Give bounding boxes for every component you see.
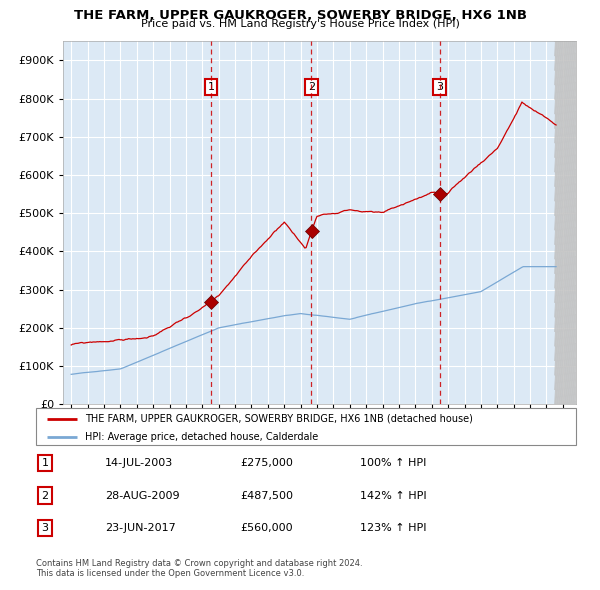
Text: 3: 3 [41,523,49,533]
Text: THE FARM, UPPER GAUKROGER, SOWERBY BRIDGE, HX6 1NB: THE FARM, UPPER GAUKROGER, SOWERBY BRIDG… [74,9,527,22]
Text: 1: 1 [208,82,215,92]
Text: 2: 2 [308,82,315,92]
Text: 14-JUL-2003: 14-JUL-2003 [105,458,173,468]
Text: £560,000: £560,000 [240,523,293,533]
Text: THE FARM, UPPER GAUKROGER, SOWERBY BRIDGE, HX6 1NB (detached house): THE FARM, UPPER GAUKROGER, SOWERBY BRIDG… [85,414,472,424]
Text: 1: 1 [41,458,49,468]
Text: £275,000: £275,000 [240,458,293,468]
Text: 142% ↑ HPI: 142% ↑ HPI [360,491,427,500]
Text: 28-AUG-2009: 28-AUG-2009 [105,491,179,500]
Text: 23-JUN-2017: 23-JUN-2017 [105,523,176,533]
Text: Contains HM Land Registry data © Crown copyright and database right 2024.: Contains HM Land Registry data © Crown c… [36,559,362,568]
Text: 3: 3 [436,82,443,92]
Text: 123% ↑ HPI: 123% ↑ HPI [360,523,427,533]
Text: This data is licensed under the Open Government Licence v3.0.: This data is licensed under the Open Gov… [36,569,304,578]
Text: Price paid vs. HM Land Registry's House Price Index (HPI): Price paid vs. HM Land Registry's House … [140,19,460,29]
Text: 100% ↑ HPI: 100% ↑ HPI [360,458,427,468]
FancyBboxPatch shape [36,408,576,445]
Text: 2: 2 [41,491,49,500]
Text: HPI: Average price, detached house, Calderdale: HPI: Average price, detached house, Cald… [85,432,318,442]
Polygon shape [554,41,576,404]
Text: £487,500: £487,500 [240,491,293,500]
